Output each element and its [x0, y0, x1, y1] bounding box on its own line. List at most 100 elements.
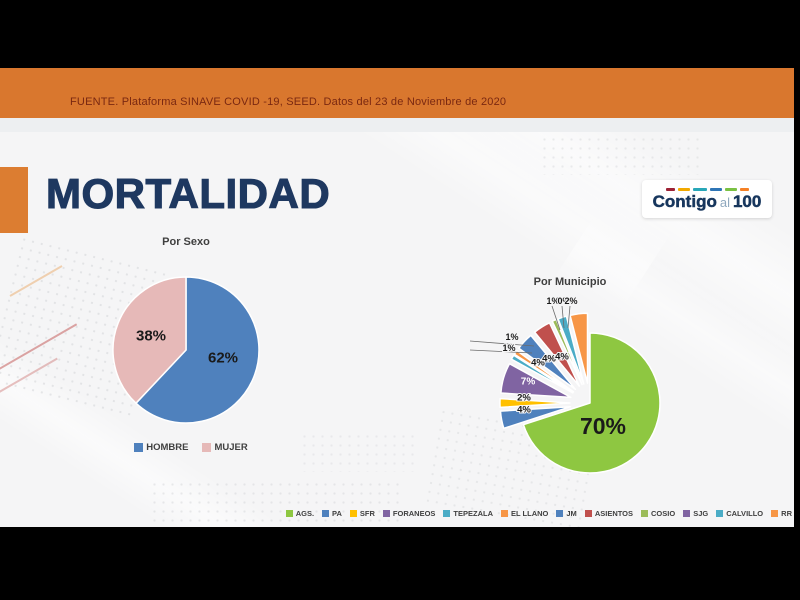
legend-swatch	[382, 510, 390, 517]
data-label-el-llano: 1%	[502, 343, 515, 353]
pie-slice-calvillo	[557, 315, 585, 385]
pie-slice-mujer	[112, 276, 187, 404]
legend-item-ags-: AGS.	[285, 509, 315, 518]
logo-word-al: al	[719, 195, 730, 210]
data-label-cosio: 1%	[546, 296, 559, 306]
pie-slice-hombre	[135, 276, 260, 424]
dot-pattern	[300, 432, 420, 472]
pie-slice-foraneos	[500, 362, 572, 399]
legend-label: SFR	[359, 509, 375, 518]
logo-dash	[724, 188, 737, 191]
legend-label: PA	[332, 509, 342, 518]
legend-item-mujer: MUJER	[202, 442, 248, 453]
legend-item-sjg: SJG	[683, 509, 708, 518]
legend-label: COSIO	[651, 509, 676, 518]
legend-swatch	[683, 510, 691, 517]
pie-chart-por-sexo: 62% 38%	[112, 276, 260, 424]
contigo-al-100-logo: Contigo al 100	[642, 180, 772, 218]
label-callout-line	[561, 305, 565, 329]
pie-chart-por-municipio: 70%4%2%7%1%1%4%4%1%0%2%4%	[469, 295, 661, 474]
logo-dash	[692, 188, 707, 191]
data-label-hombre: 62%	[208, 349, 238, 366]
chart-title-por-municipio: Por Municipio	[533, 276, 607, 288]
legend-swatch	[556, 510, 564, 517]
legend-label: CALVILLO	[726, 509, 764, 518]
source-bar: FUENTE. Plataforma SINAVE COVID -19, SEE…	[0, 68, 794, 118]
slide: MORTALIDAD Contigo al 100 Por Sexo 62% 38…	[0, 132, 794, 527]
logo-word-100: 100	[732, 192, 762, 211]
data-label-mujer: 38%	[136, 327, 166, 344]
legend-label: FORANEOS	[392, 509, 436, 518]
legend-item-calvillo: CALVILLO	[716, 509, 763, 518]
legend-label: JM	[566, 509, 577, 518]
logo-dash	[739, 188, 749, 191]
data-label-jm: 4%	[531, 357, 545, 368]
data-label-asientos: 4%	[542, 353, 556, 364]
label-callout-line	[567, 305, 571, 329]
pie-slice-rr	[569, 312, 589, 384]
dot-pattern	[150, 480, 400, 525]
label-callout-line	[551, 305, 561, 331]
legend-swatch	[771, 510, 779, 517]
legend-swatch	[134, 443, 144, 452]
legend-label: AGS.	[295, 509, 315, 518]
legend-swatch	[443, 510, 451, 517]
legend-label: HOMBRE	[146, 442, 189, 453]
data-label-ags-: 70%	[580, 413, 626, 439]
pie-slice-tepezala	[510, 354, 574, 394]
pie-slice-ags-	[522, 332, 661, 474]
logo-dash	[677, 188, 690, 191]
legend-item-tepezala: TEPEZALA	[443, 509, 493, 518]
legend-item-foraneos: FORANEOS	[382, 509, 436, 518]
legend-label: RR	[781, 509, 792, 518]
legend-label: MUJER	[214, 442, 248, 453]
data-label-foraneos: 7%	[521, 377, 536, 388]
legend-label: ASIENTOS	[594, 509, 634, 518]
label-callout-line	[469, 349, 533, 354]
title-accent-square	[0, 167, 28, 233]
legend-swatch	[322, 510, 330, 517]
pie-slice-pa	[499, 405, 572, 430]
pie-slice-sfr	[499, 397, 571, 409]
legend-por-sexo: HOMBRE MUJER	[96, 442, 286, 453]
legend-label: EL LLANO	[511, 509, 549, 518]
data-label-sjg: 0%	[557, 296, 570, 306]
source-text: FUENTE. Plataforma SINAVE COVID -19, SEE…	[70, 96, 507, 108]
logo-word-contigo: Contigo	[652, 192, 717, 211]
logo-text: Contigo al 100	[652, 192, 762, 211]
legend-item-jm: JM	[556, 509, 577, 518]
logo-dash	[665, 188, 675, 191]
chart-title-por-sexo: Por Sexo	[162, 236, 210, 248]
page-title: MORTALIDAD	[45, 169, 331, 217]
divider-strip	[0, 118, 794, 132]
logo-dashes	[665, 188, 749, 191]
data-label-rr: 4%	[555, 351, 569, 362]
legend-swatch	[641, 510, 649, 517]
label-callout-line	[469, 340, 535, 347]
pie-slice-asientos	[533, 322, 581, 387]
legend-swatch	[349, 510, 357, 517]
legend-swatch	[501, 510, 509, 517]
legend-item-pa: PA	[322, 509, 342, 518]
legend-item-el-llano: EL LLANO	[501, 509, 548, 518]
legend-item-cosio: COSIO	[641, 509, 675, 518]
legend-item-hombre: HOMBRE	[134, 442, 188, 453]
dot-pattern	[540, 135, 700, 175]
legend-por-municipio: AGS. PA SFR FORANEOS TEPEZALA EL LLANO JM ASIEN…	[285, 509, 792, 518]
data-label-sfr: 2%	[517, 392, 531, 403]
logo-dash	[709, 188, 722, 191]
legend-swatch	[202, 443, 212, 452]
legend-swatch	[285, 510, 293, 517]
legend-label: SJG	[693, 509, 709, 518]
legend-item-asientos: ASIENTOS	[584, 509, 634, 518]
data-label-pa: 4%	[517, 404, 531, 415]
legend-swatch	[716, 510, 724, 517]
legend-item-sfr: SFR	[349, 509, 375, 518]
legend-label: TEPEZALA	[453, 509, 494, 518]
data-label-tepezala: 1%	[505, 332, 518, 342]
data-label-calvillo: 2%	[564, 296, 577, 306]
legend-item-rr: RR	[771, 509, 792, 518]
legend-swatch	[584, 510, 592, 517]
pie-slice-jm	[518, 334, 577, 391]
